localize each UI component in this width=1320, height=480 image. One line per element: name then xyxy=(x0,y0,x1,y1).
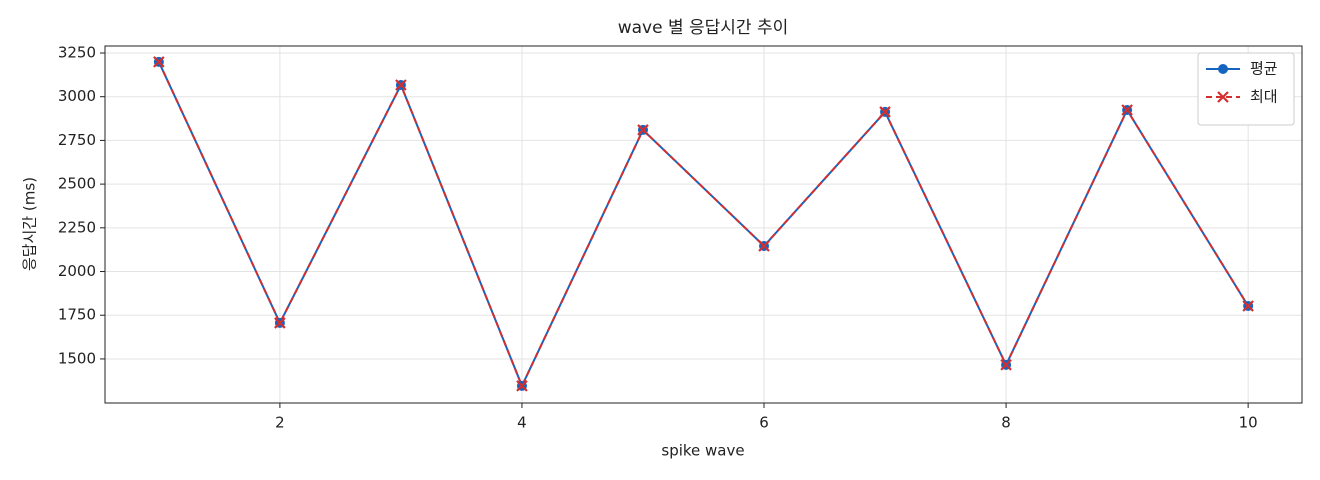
line xyxy=(157,61,1249,389)
legend-marker xyxy=(1217,91,1229,103)
marker xyxy=(395,79,407,91)
x-tick-label: 10 xyxy=(1239,414,1258,432)
legend-label: 최대 xyxy=(1250,88,1278,106)
marker xyxy=(516,380,528,392)
legend-marker xyxy=(1218,64,1228,74)
x-axis-label: spike wave xyxy=(661,442,744,460)
x-tick-label: 4 xyxy=(517,414,527,432)
y-tick-label: 2500 xyxy=(58,175,96,193)
legend-box xyxy=(1197,52,1295,126)
y-tick-label: 3000 xyxy=(58,87,96,105)
x-tick-label: 6 xyxy=(759,414,769,432)
marker xyxy=(1242,300,1254,312)
y-tick-label: 1500 xyxy=(58,349,96,367)
x-tick-label: 8 xyxy=(1001,414,1011,432)
y-tick-label: 3250 xyxy=(58,43,96,61)
marker xyxy=(1121,104,1133,116)
y-tick-label: 2250 xyxy=(58,218,96,236)
marker xyxy=(637,124,649,136)
y-tick-label: 2000 xyxy=(58,262,96,280)
plot-frame xyxy=(104,45,1303,404)
line xyxy=(157,61,1249,389)
y-tick-label: 2750 xyxy=(58,131,96,149)
marker xyxy=(879,106,891,118)
marker xyxy=(758,240,770,252)
marker xyxy=(1000,359,1012,371)
marker xyxy=(274,317,286,329)
legend-label: 평균 xyxy=(1250,60,1278,78)
chart-title: wave 별 응답시간 추이 xyxy=(618,18,789,38)
marker xyxy=(153,56,165,68)
y-tick-label: 1750 xyxy=(58,306,96,324)
y-axis-label: 응답시간 (ms) xyxy=(21,177,39,271)
x-tick-label: 2 xyxy=(275,414,285,432)
